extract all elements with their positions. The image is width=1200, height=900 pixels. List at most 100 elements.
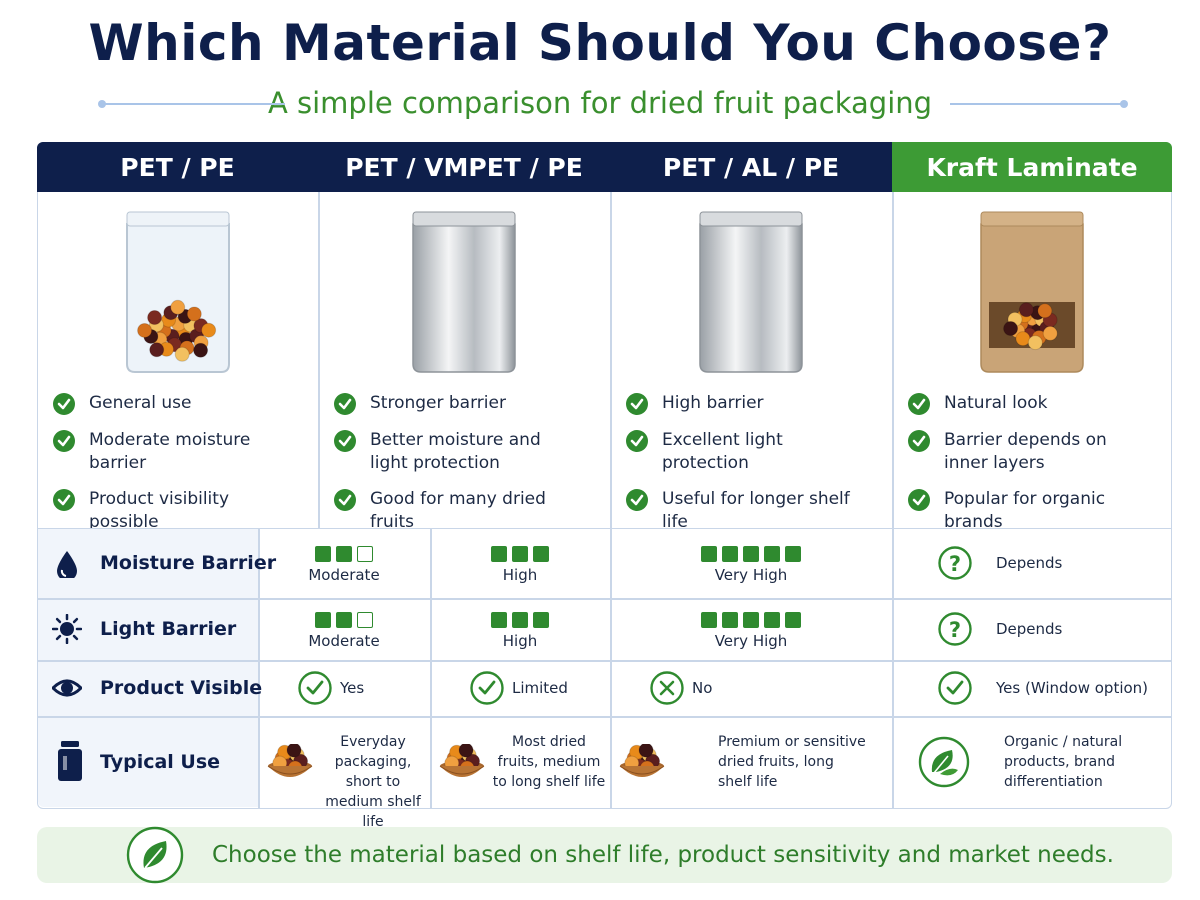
rating-square: [357, 546, 373, 562]
feature-item: Product visibility possible: [53, 488, 304, 534]
check-icon: [334, 489, 356, 511]
fruit-bowl: [439, 744, 485, 777]
check-icon: [908, 393, 930, 415]
feature-list: Stronger barrier Better moisture and ligh…: [334, 392, 596, 534]
rating-square: [764, 546, 780, 562]
pouch-image-part: [148, 342, 164, 358]
column-divider: [892, 192, 894, 528]
fruit-bowl-part: [286, 744, 302, 758]
check-icon-part: [57, 435, 71, 447]
pouch-image-part: [146, 310, 162, 326]
feature-item: Useful for longer shelf life: [626, 488, 878, 534]
feature-item: Better moisture and light protection: [334, 429, 596, 475]
status-icon: ?: [938, 546, 972, 580]
fruit-bowl-part: [268, 766, 312, 777]
status-text: Yes (Window option): [996, 679, 1149, 697]
footer-icon: [126, 826, 184, 884]
feature-text: Natural look: [944, 393, 1048, 413]
rating-square: [701, 546, 717, 562]
status-text: No: [692, 679, 713, 697]
rating-square: [785, 546, 801, 562]
comparison-table: [37, 528, 1172, 809]
check-icon-part: [908, 393, 930, 415]
rating-square: [512, 612, 528, 628]
status-icon: [470, 671, 504, 705]
check-icon-part: [53, 430, 75, 452]
feature-list: Natural look Barrier depends on inner lay…: [908, 392, 1158, 534]
status-icon-part: [938, 546, 972, 580]
rating-square: [722, 546, 738, 562]
feature-text: Barrier depends on inner layers: [944, 430, 1107, 473]
rating-text: Moderate: [308, 632, 380, 650]
feature-item: Good for many dried fruits: [334, 488, 596, 534]
fruit-bowl-part: [458, 744, 474, 758]
status-icon-part: ?: [949, 618, 961, 642]
check-icon-part: [908, 430, 930, 452]
pouch-image: [125, 211, 230, 373]
check-icon: [626, 489, 648, 511]
check-icon-part: [626, 489, 648, 511]
column-divider: [258, 528, 260, 808]
leaf-icon-part: [940, 768, 958, 776]
check-icon: [908, 430, 930, 452]
leaf-icon: [918, 736, 970, 788]
feature-item: Excellent light protection: [626, 429, 878, 475]
pouch-image-part: [169, 299, 185, 315]
material-header: PET / PE: [37, 142, 318, 192]
rating-text: Very High: [714, 566, 788, 584]
subtitle-rule-part: [1120, 100, 1128, 108]
pouch-image-part: [1027, 335, 1043, 351]
check-icon-part: [53, 489, 75, 511]
pouch-image-part: [192, 342, 208, 358]
check-icon-part: [912, 435, 926, 447]
status-text: Yes: [340, 679, 365, 697]
feature-list: High barrier Excellent light protection Us…: [626, 392, 878, 534]
status-icon-part: [938, 612, 972, 646]
check-icon-part: [626, 393, 648, 415]
feature-text: Better moisture and light protection: [370, 430, 541, 473]
column-divider: [892, 528, 894, 808]
check-icon-part: [334, 393, 356, 415]
use-text: Premium or sensitive dried fruits, long …: [718, 734, 866, 790]
feature-item: Moderate moisture barrier: [53, 429, 304, 475]
check-icon: [908, 489, 930, 511]
check-icon-part: [53, 393, 75, 415]
rating-square: [315, 612, 331, 628]
pouch-image: [980, 211, 1084, 373]
check-icon-part: [338, 435, 352, 447]
footer-text: Choose the material based on shelf life,…: [212, 842, 1114, 868]
pouch-image-part: [699, 223, 803, 373]
material-header: PET / VMPET / PE: [318, 142, 610, 192]
check-icon: [626, 430, 648, 452]
pouch-image-part: [200, 322, 216, 338]
feature-text: High barrier: [662, 393, 764, 413]
fruit-bowl: [619, 744, 665, 777]
feature-text: Moderate moisture barrier: [89, 430, 251, 473]
check-icon-part: [334, 489, 356, 511]
rating-square: [491, 612, 507, 628]
check-icon-part: [912, 398, 926, 410]
row-icon-part: [60, 569, 67, 577]
column-divider: [610, 528, 612, 808]
status-icon-part: [298, 671, 332, 705]
fruit-bowl-part: [638, 744, 654, 758]
pouch-image-part: [174, 346, 190, 362]
check-icon-part: [630, 398, 644, 410]
fruit-bowl-part: [620, 766, 664, 777]
pouch-image-part: [412, 223, 516, 373]
status-text: Depends: [996, 554, 1063, 572]
check-icon: [53, 489, 75, 511]
feature-text: Stronger barrier: [370, 393, 506, 413]
rating-square: [533, 612, 549, 628]
pouch-image-part: [1015, 331, 1031, 347]
column-divider: [318, 192, 320, 528]
pouch-image-part: [980, 223, 1084, 373]
rating-text: High: [502, 566, 538, 584]
status-icon-part: [659, 680, 675, 696]
rating-square: [533, 546, 549, 562]
row-label: Moisture Barrier: [100, 552, 277, 574]
check-icon: [334, 393, 356, 415]
rating-square: [785, 612, 801, 628]
rating-square: [491, 546, 507, 562]
